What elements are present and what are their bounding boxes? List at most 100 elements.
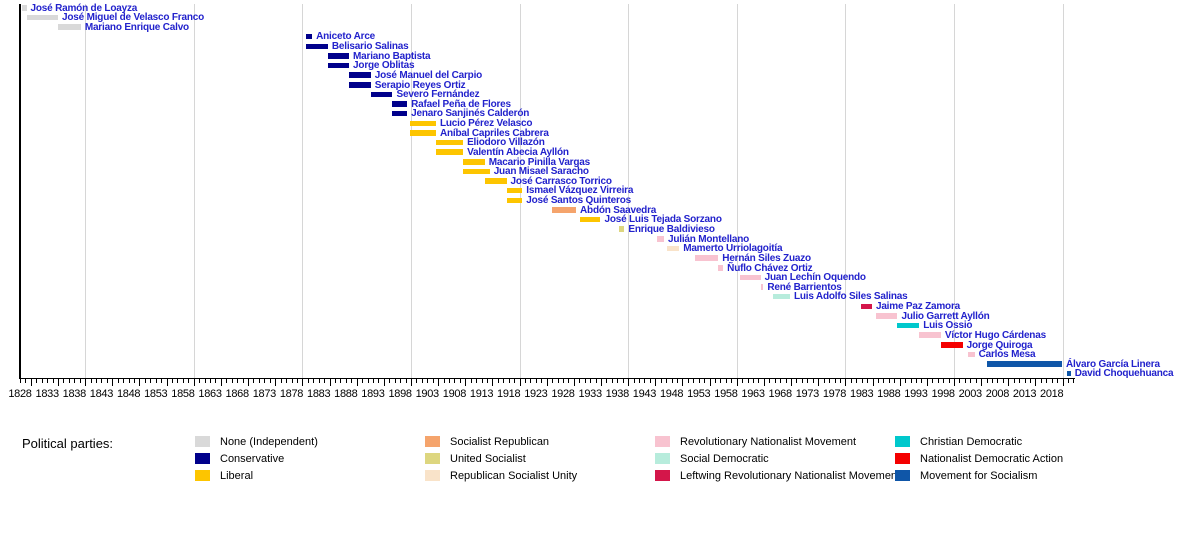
- legend-label: Republican Socialist Unity: [450, 470, 578, 482]
- axis-tick: [894, 379, 896, 383]
- gridline: [953, 4, 955, 378]
- legend-label: Socialist Republican: [450, 436, 550, 448]
- person-label[interactable]: José Miguel de Velasco Franco: [62, 12, 205, 24]
- term-bar: [656, 236, 664, 242]
- axis-tick: [742, 379, 744, 383]
- axis-tick: [801, 379, 803, 383]
- axis-tick: [307, 379, 309, 383]
- person-label[interactable]: Mamerto Urriolagoitía: [683, 243, 783, 255]
- axis-tick: [465, 379, 467, 386]
- person-label[interactable]: Eliodoro Villazón: [467, 137, 545, 149]
- person-label[interactable]: José Manuel del Carpio: [374, 69, 483, 81]
- axis-tick: [1051, 379, 1053, 383]
- person-label[interactable]: Víctor Hugo Cárdenas: [944, 329, 1046, 341]
- plot-area: 1828 1833 1838 1843 1848 1853 1858 1863 1868 1873…: [8, 2, 1174, 400]
- axis-tick: [1057, 379, 1059, 383]
- person-label[interactable]: Mariano Baptista: [353, 50, 431, 62]
- axis-tick: [763, 379, 765, 386]
- axis-tick: [519, 379, 521, 386]
- person-label[interactable]: Luis Adolfo Siles Salinas: [793, 291, 908, 303]
- person-label[interactable]: Lucio Pérez Velasco: [439, 118, 533, 130]
- person-label[interactable]: Aniceto Arce: [316, 31, 376, 43]
- person-label[interactable]: Jorge Oblitas: [353, 60, 415, 72]
- person-label[interactable]: David Choquehuanca: [1074, 368, 1174, 380]
- person-label[interactable]: Jenaro Sanjinés Calderón: [411, 108, 530, 120]
- person-label[interactable]: Carlos Mesa: [978, 349, 1036, 361]
- person-label[interactable]: Jorge Quiroga: [966, 339, 1033, 351]
- axis-tick: [839, 379, 841, 383]
- axis-tick: [644, 379, 646, 383]
- axis-tick: [834, 379, 836, 383]
- axis-year-label: 1878: [279, 388, 304, 400]
- person-label[interactable]: Macario Pinilla Vargas: [488, 156, 591, 168]
- person-label[interactable]: Valentín Abecia Ayllón: [467, 146, 569, 158]
- person-label[interactable]: Rafael Peña de Flores: [411, 98, 511, 110]
- person-label[interactable]: Serapio Reyes Ortiz: [374, 79, 466, 91]
- axis-tick: [85, 379, 87, 386]
- axis-tick: [970, 379, 972, 383]
- person-label[interactable]: Juan Misael Saracho: [493, 166, 589, 178]
- axis-tick: [622, 379, 624, 383]
- axis-tick: [269, 379, 271, 383]
- axis-tick: [720, 379, 722, 383]
- axis-tick: [356, 379, 358, 386]
- person-label[interactable]: Abdón Saavedra: [580, 204, 657, 216]
- axis-tick: [867, 379, 869, 383]
- gridline: [628, 4, 630, 378]
- person-label[interactable]: Aníbal Capriles Cabrera: [439, 127, 549, 139]
- person-label[interactable]: Enrique Baldivieso: [628, 223, 715, 235]
- axis-tick: [389, 379, 391, 383]
- person-label[interactable]: Ismael Vázquez Virreira: [526, 185, 634, 197]
- axis-tick: [438, 379, 440, 386]
- axis-tick: [530, 379, 532, 383]
- person-label[interactable]: José Luis Tejada Sorzano: [604, 214, 722, 226]
- axis-tick: [427, 379, 429, 383]
- axis-tick: [698, 379, 700, 383]
- axis-year-label: 1973: [795, 388, 820, 400]
- axis-tick: [611, 379, 613, 383]
- legend-label: Nationalist Democratic Action: [920, 453, 1064, 465]
- person-label[interactable]: Jaime Paz Zamora: [875, 301, 961, 313]
- legend-label: United Socialist: [450, 453, 526, 465]
- person-label[interactable]: Ñuflo Chávez Ortiz: [727, 262, 813, 274]
- person-label[interactable]: Hernán Siles Zuazo: [722, 252, 811, 264]
- axis-tick: [74, 379, 76, 383]
- person-label[interactable]: Julián Montellano: [667, 233, 750, 245]
- person-label[interactable]: Mariano Enrique Calvo: [84, 21, 189, 33]
- person-label[interactable]: Juan Lechín Oquendo: [764, 272, 866, 284]
- person-label[interactable]: Belisario Salinas: [331, 41, 409, 53]
- term-bar: [897, 322, 920, 329]
- term-bar: [506, 197, 523, 204]
- legend-color-swatch: [195, 453, 210, 464]
- legend-color-swatch: [895, 470, 910, 481]
- person-label[interactable]: Álvaro García Linera: [1066, 358, 1160, 370]
- person-label[interactable]: José Ramón de Loayza: [30, 2, 138, 14]
- axis-tick: [275, 379, 277, 386]
- person-label[interactable]: Severo Fernández: [396, 89, 480, 101]
- person-label[interactable]: Julio Garrett Ayllón: [901, 310, 990, 322]
- person-label[interactable]: Luis Ossio: [923, 320, 973, 332]
- axis-tick: [997, 379, 999, 383]
- axis-year-label: 1873: [252, 388, 277, 400]
- axis-tick: [649, 379, 651, 383]
- axis-tick: [351, 379, 353, 383]
- axis-tick: [959, 379, 961, 383]
- axis-year-label: 1998: [931, 388, 955, 400]
- axis-year-label: 1898: [388, 388, 412, 400]
- axis-year-label: 1958: [714, 388, 738, 400]
- axis-tick: [725, 379, 727, 383]
- person-label[interactable]: José Carrasco Torrico: [510, 175, 612, 187]
- person-label[interactable]: José Santos Quinteros: [526, 195, 631, 207]
- person-label[interactable]: René Barrientos: [767, 281, 842, 293]
- legend-color-swatch: [195, 436, 210, 447]
- axis-tick: [79, 379, 81, 383]
- axis-tick: [660, 379, 662, 383]
- axis-tick: [888, 379, 890, 383]
- axis-year-label: 2008: [985, 388, 1010, 400]
- axis-tick: [231, 379, 233, 383]
- axis-year-label: 1888: [334, 388, 358, 400]
- axis-year-label: 2003: [958, 388, 983, 400]
- axis-year-label: 1893: [361, 388, 385, 400]
- axis-tick: [101, 379, 103, 383]
- term-bar: [306, 43, 328, 50]
